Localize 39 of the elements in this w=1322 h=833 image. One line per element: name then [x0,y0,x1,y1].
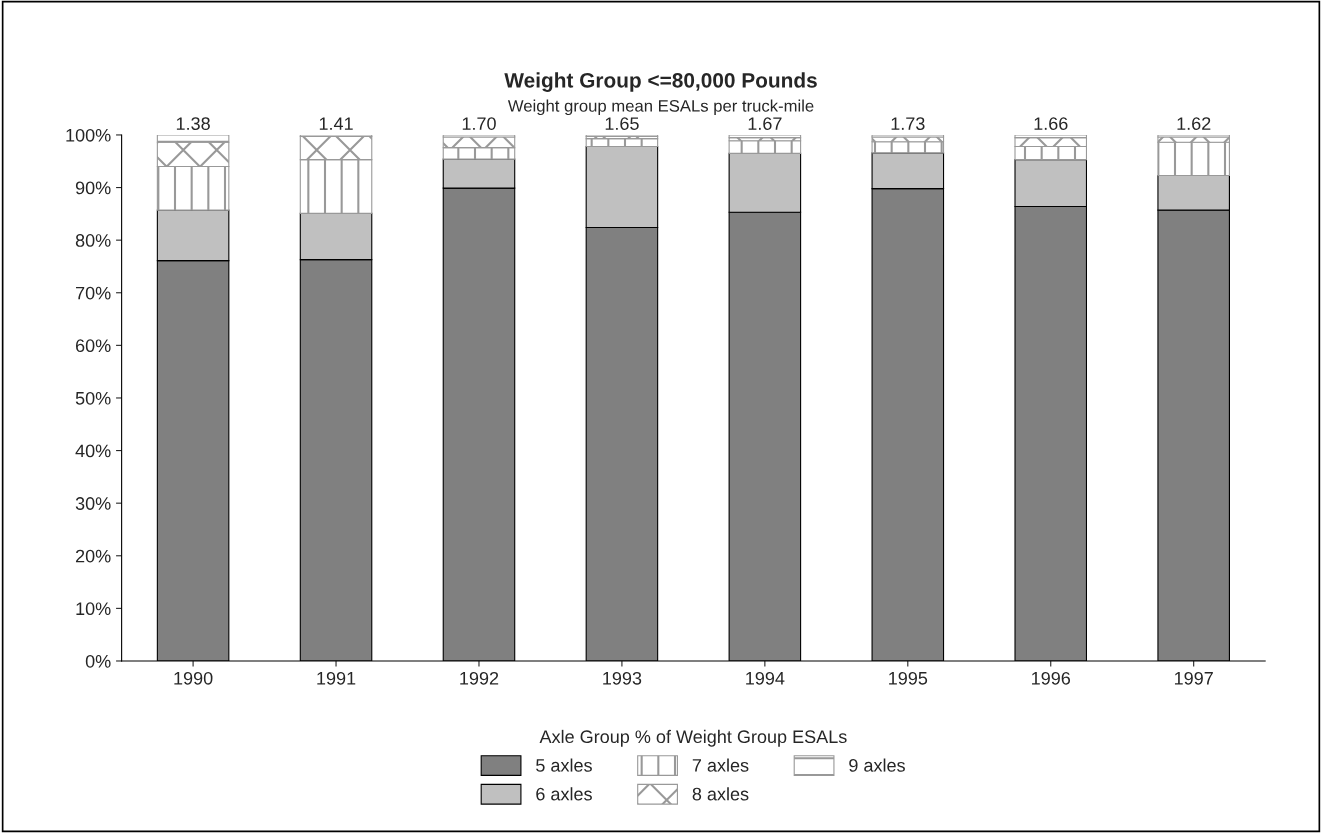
annotation: 1.73 [891,117,925,130]
annotation: 1.70 [462,117,496,130]
legend-title: Axle Group % of Weight Group ESALs [539,729,847,747]
bar [728,140,802,154]
annotation: 1.67 [748,117,782,130]
y-tick-label: 10% [76,602,111,616]
bar [871,134,945,138]
annotation: 1.62 [1177,117,1211,130]
legend-label: 7 axles [692,758,749,772]
annotation: 1.66 [1034,117,1068,130]
x-tick-label: 1990 [174,671,213,685]
chart-subtitle: Weight group mean ESALs per truck-mile [507,99,814,116]
y-tick-label: 40% [75,444,111,458]
legend-label: 5 axles [536,758,592,772]
y-tick-label: 30% [75,497,111,510]
y-tick-label: 20% [75,549,111,563]
legend-label: 6 axles [536,787,592,801]
legend-label: 9 axles [849,758,905,772]
chart-title: Weight Group <=80,000 Pounds [504,72,817,92]
annotation: 1.38 [176,117,210,130]
y-tick-label: 100% [66,128,111,142]
annotation: 1.65 [605,117,639,130]
bar [1157,141,1230,177]
y-tick-label: 60% [75,339,111,353]
y-tick-label: 0% [85,654,111,668]
x-tick-label: 1994 [746,671,785,685]
x-tick-label: 1996 [1032,671,1071,685]
legend-label: 8 axles [692,787,749,801]
x-tick-label: 1991 [317,671,356,685]
y-tick-label: 90% [75,181,111,195]
y-tick-label: 80% [75,234,111,247]
annotation: 1.41 [319,117,353,130]
x-tick-label: 1993 [603,671,642,685]
x-tick-label: 1997 [1174,671,1213,685]
x-tick-label: 1995 [889,671,928,685]
y-tick-label: 50% [75,391,111,405]
bar [871,141,945,154]
x-tick-label: 1992 [460,671,499,685]
y-tick-label: 70% [76,286,111,300]
